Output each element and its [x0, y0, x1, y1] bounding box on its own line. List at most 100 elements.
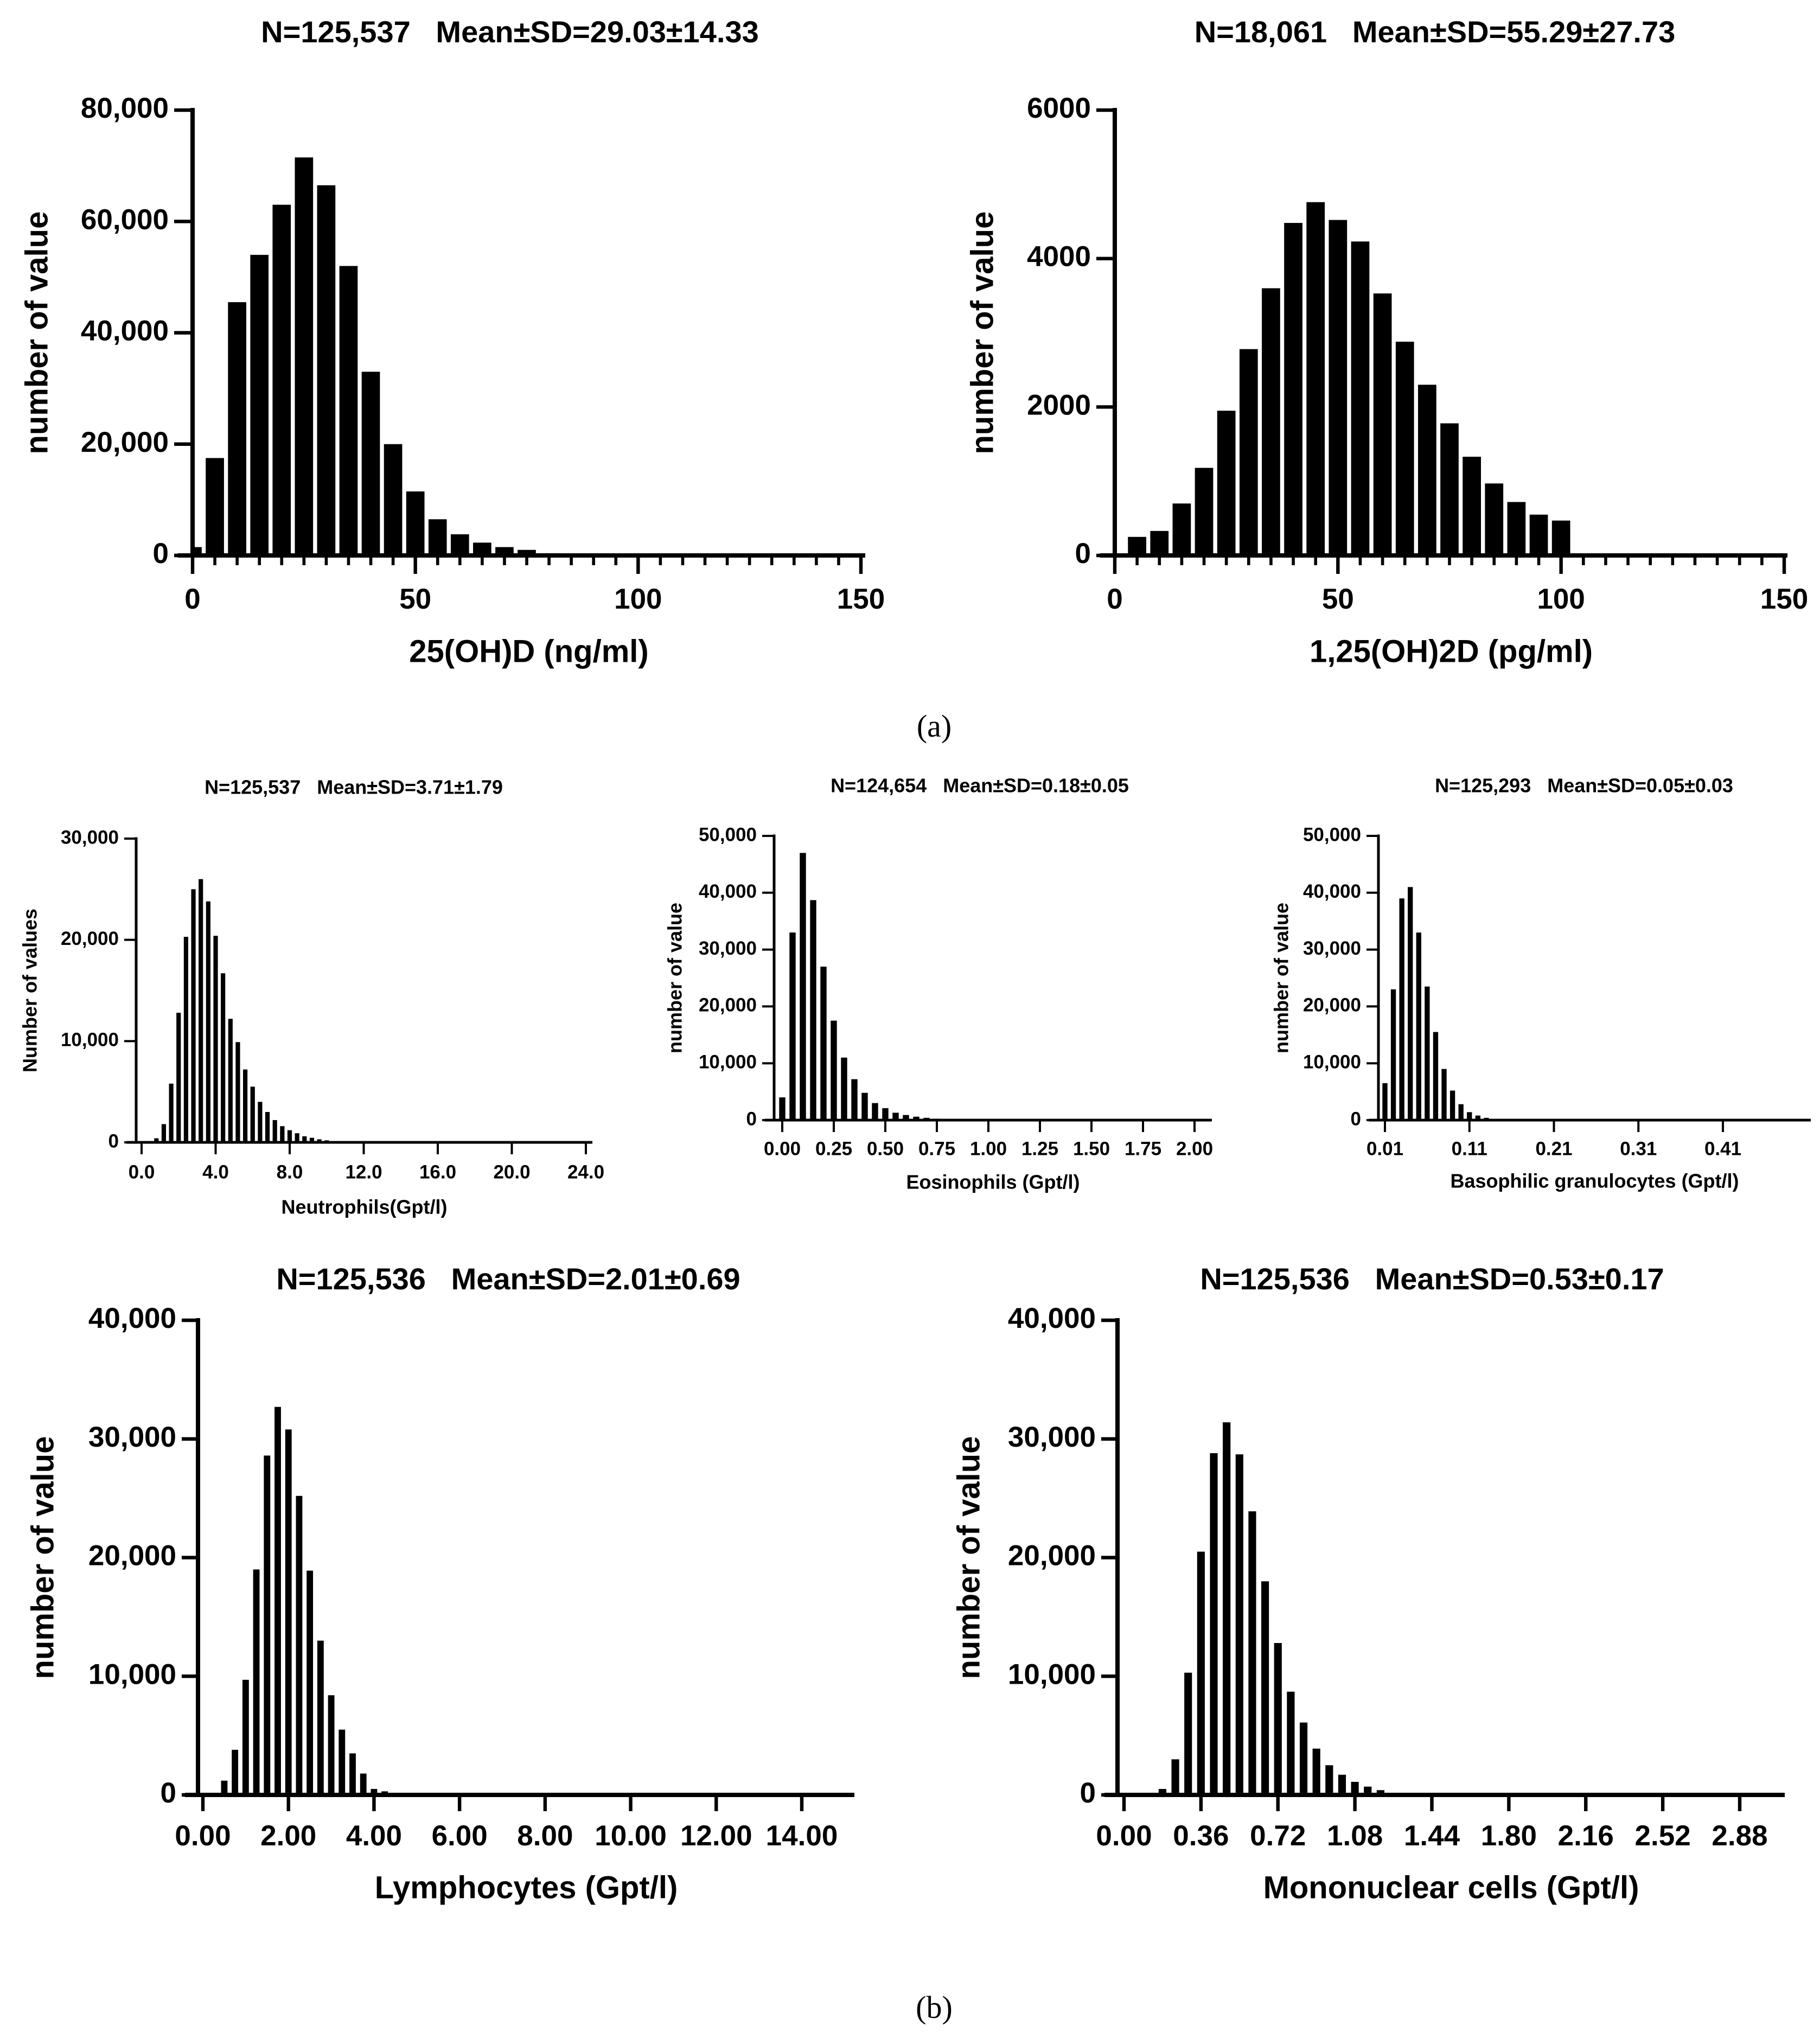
x-tick-label: 6.00 [432, 1820, 488, 1852]
histogram-bar [1485, 483, 1504, 555]
panel-label-a: (a) [916, 708, 952, 744]
histogram-bar [913, 1116, 919, 1120]
y-tick-label: 20,000 [1008, 1540, 1096, 1572]
x-tick-label: 100 [614, 583, 662, 615]
x-tick-label: 150 [1760, 583, 1808, 615]
histogram-bar [1467, 1112, 1472, 1120]
y-tick-label: 50,000 [1303, 824, 1361, 845]
histogram-bar [1529, 514, 1548, 555]
x-tick-label: 0.21 [1535, 1138, 1572, 1159]
histogram-bar [1338, 1774, 1346, 1795]
y-tick-label: 10,000 [88, 1658, 176, 1690]
chart-title: N=125,536 Mean±SD=0.53±0.17 [1200, 1262, 1664, 1296]
x-tick-label: 100 [1537, 583, 1585, 615]
x-tick-label: 150 [837, 583, 885, 615]
histogram-bar [1395, 341, 1414, 555]
histogram-bar [242, 1679, 249, 1795]
x-tick-label: 0.31 [1620, 1138, 1657, 1159]
x-tick-label: 50 [399, 583, 431, 615]
histogram-bar [892, 1113, 899, 1120]
x-tick-label: 0.75 [918, 1138, 955, 1159]
histogram-bar [1299, 1722, 1308, 1795]
histogram-bar [317, 185, 336, 555]
histogram-bar [1217, 411, 1236, 555]
y-tick-label: 10,000 [61, 1030, 119, 1051]
y-tick-label: 20,000 [61, 928, 119, 949]
histogram-bar [274, 1407, 281, 1795]
histogram-bar [1551, 520, 1570, 555]
y-tick-label: 0 [746, 1108, 757, 1129]
histogram-bar [295, 157, 314, 555]
histogram-bar [272, 204, 291, 555]
y-tick-label: 40,000 [88, 1302, 176, 1334]
histogram-bar [1440, 423, 1459, 555]
chart-title: N=124,654 Mean±SD=0.18±0.05 [831, 775, 1129, 797]
histogram-bar [371, 1789, 378, 1795]
y-tick-label: 6000 [1027, 92, 1091, 124]
histogram-bar [287, 1130, 292, 1142]
y-axis-label: number of value [1270, 903, 1293, 1053]
histogram-bar [1210, 1453, 1218, 1795]
histogram-bar [1184, 1672, 1192, 1795]
histogram-bar [317, 1139, 322, 1142]
chart-title: N=18,061 Mean±SD=55.29±27.73 [1195, 15, 1675, 49]
histogram-bar [169, 1083, 174, 1142]
histogram-bar [176, 1013, 181, 1142]
histogram-bar [473, 542, 491, 555]
y-tick-label: 0 [161, 1777, 176, 1809]
histogram-bar [810, 900, 816, 1120]
x-tick-label: 10.00 [595, 1820, 667, 1852]
chart-lymphocytes: 0.00 2.00 4.00 6.00 8.00 10.00 12.00 14.00 0 10,0… [25, 1262, 854, 1905]
histogram-bar [221, 1780, 228, 1795]
histogram-bar [1261, 1581, 1269, 1795]
histogram-bar [213, 936, 218, 1142]
histogram-bar [1158, 1789, 1167, 1795]
histogram-bar [841, 1057, 847, 1120]
x-tick-label: 2.00 [1176, 1138, 1213, 1159]
x-tick-label: 24.0 [567, 1161, 604, 1183]
x-tick-label: 0.0 [129, 1161, 155, 1183]
x-tick-label: 0.00 [175, 1820, 231, 1852]
x-tick-label: 0 [184, 583, 200, 615]
histogram-bar [250, 254, 269, 555]
x-tick-label: 4.0 [202, 1161, 229, 1183]
y-axis-label: number of value [25, 1436, 60, 1679]
histogram-bar [1399, 898, 1404, 1120]
histogram-bar [349, 1753, 356, 1795]
histogram-bar [872, 1103, 878, 1120]
histogram-bar [1416, 932, 1421, 1120]
y-tick-label: 40,000 [1008, 1302, 1096, 1334]
y-tick-label: 2000 [1027, 389, 1091, 421]
y-tick-label: 0 [1080, 1777, 1096, 1809]
histogram-bar [450, 534, 469, 555]
x-axis-label: 1,25(OH)2D (pg/ml) [1310, 634, 1593, 669]
histogram-bar [295, 1133, 299, 1142]
y-tick-label: 10,000 [1303, 1051, 1361, 1072]
x-tick-label: 0.25 [815, 1138, 852, 1159]
histogram-bar [258, 1102, 263, 1142]
chart-title: N=125,537 Mean±SD=29.03±14.33 [261, 15, 759, 49]
x-tick-label: 8.00 [517, 1820, 573, 1852]
x-tick-label: 0.72 [1250, 1820, 1306, 1852]
y-axis-label: number of value [951, 1436, 986, 1679]
y-tick-label: 30,000 [1008, 1421, 1096, 1453]
histogram-bar [183, 937, 188, 1142]
y-tick-label: 0 [108, 1130, 119, 1152]
y-tick-label: 4000 [1027, 241, 1091, 273]
histogram-bar [361, 372, 380, 555]
histogram-bar [1274, 1643, 1282, 1795]
histogram-bar [328, 1695, 335, 1795]
histogram-bar [285, 1429, 292, 1795]
x-tick-label: 1.08 [1327, 1820, 1383, 1852]
x-tick-label: 1.75 [1125, 1138, 1161, 1159]
x-axis-label: Basophilic granulocytes (Gpt/l) [1450, 1170, 1739, 1192]
chart-title: N=125,536 Mean±SD=2.01±0.69 [276, 1262, 740, 1296]
x-tick-label: 16.0 [419, 1161, 456, 1183]
histogram-bar [228, 302, 246, 555]
histogram-bar [1248, 1511, 1256, 1795]
y-tick-label: 20,000 [1303, 995, 1361, 1016]
histogram-bar [1376, 1790, 1385, 1795]
y-tick-label: 30,000 [1303, 938, 1361, 959]
histogram-bar [154, 1138, 159, 1142]
histogram-bar [831, 1020, 837, 1120]
